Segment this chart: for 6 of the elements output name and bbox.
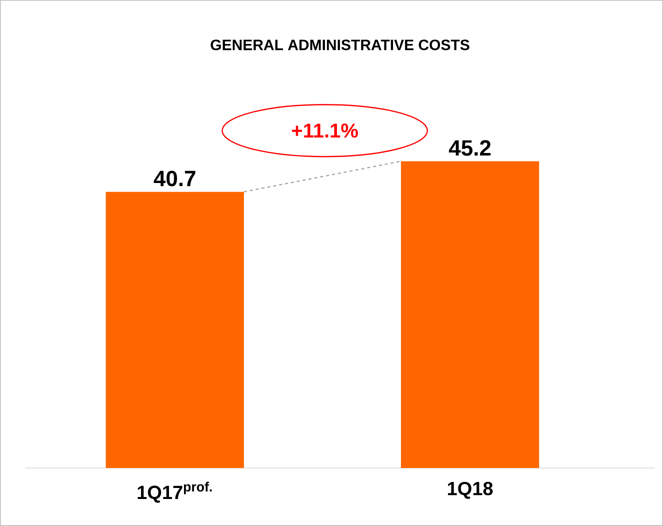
data-label: 40.7 xyxy=(154,170,196,186)
chart-title: GENERAL ADMINISTRATIVE COSTS xyxy=(210,40,470,50)
text: +11.1% xyxy=(292,124,358,138)
x-tick-label: 1Q17$^{prof.}$ xyxy=(138,482,212,503)
data-label: 45.2 xyxy=(448,140,491,156)
x-tick-label: 1Q18 xyxy=(448,482,493,499)
